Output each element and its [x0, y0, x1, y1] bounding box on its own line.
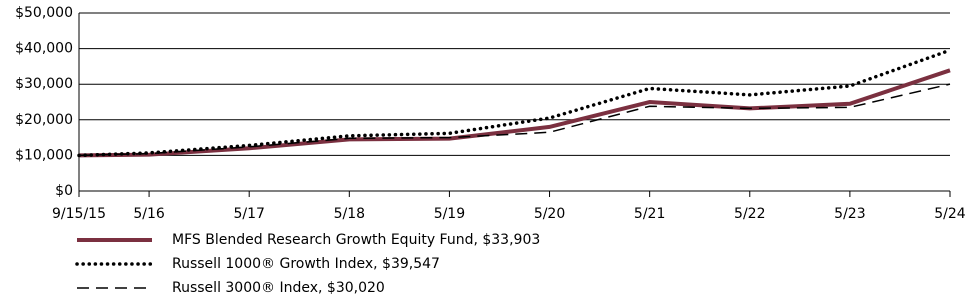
- legend-label: MFS Blended Research Growth Equity Fund,…: [172, 232, 540, 248]
- x-tick-label: 9/15/15: [52, 206, 106, 222]
- x-tick-label: 5/20: [534, 206, 565, 222]
- x-tick-label: 5/17: [233, 206, 264, 222]
- x-tick-label: 5/23: [834, 206, 865, 222]
- x-tick-label: 5/16: [133, 206, 165, 222]
- y-tick-label: $30,000: [15, 76, 73, 92]
- x-tick-label: 5/22: [734, 206, 765, 222]
- y-tick-label: $40,000: [15, 41, 73, 57]
- y-tick-label: $20,000: [15, 112, 73, 128]
- y-tick-label: $50,000: [15, 5, 73, 21]
- x-tick-label: 5/18: [334, 206, 365, 222]
- x-tick-label: 5/24: [934, 206, 966, 222]
- y-tick-label: $10,000: [15, 147, 73, 163]
- y-tick-label: $0: [55, 183, 73, 199]
- x-tick-label: 5/21: [634, 206, 665, 222]
- x-tick-label: 5/19: [434, 206, 465, 222]
- series-line: [78, 83, 951, 157]
- legend-label: Russell 3000® Index, $30,020: [172, 280, 385, 296]
- legend-label: Russell 1000® Growth Index, $39,547: [172, 256, 440, 272]
- series-line: [77, 48, 952, 158]
- series-line: [78, 68, 951, 158]
